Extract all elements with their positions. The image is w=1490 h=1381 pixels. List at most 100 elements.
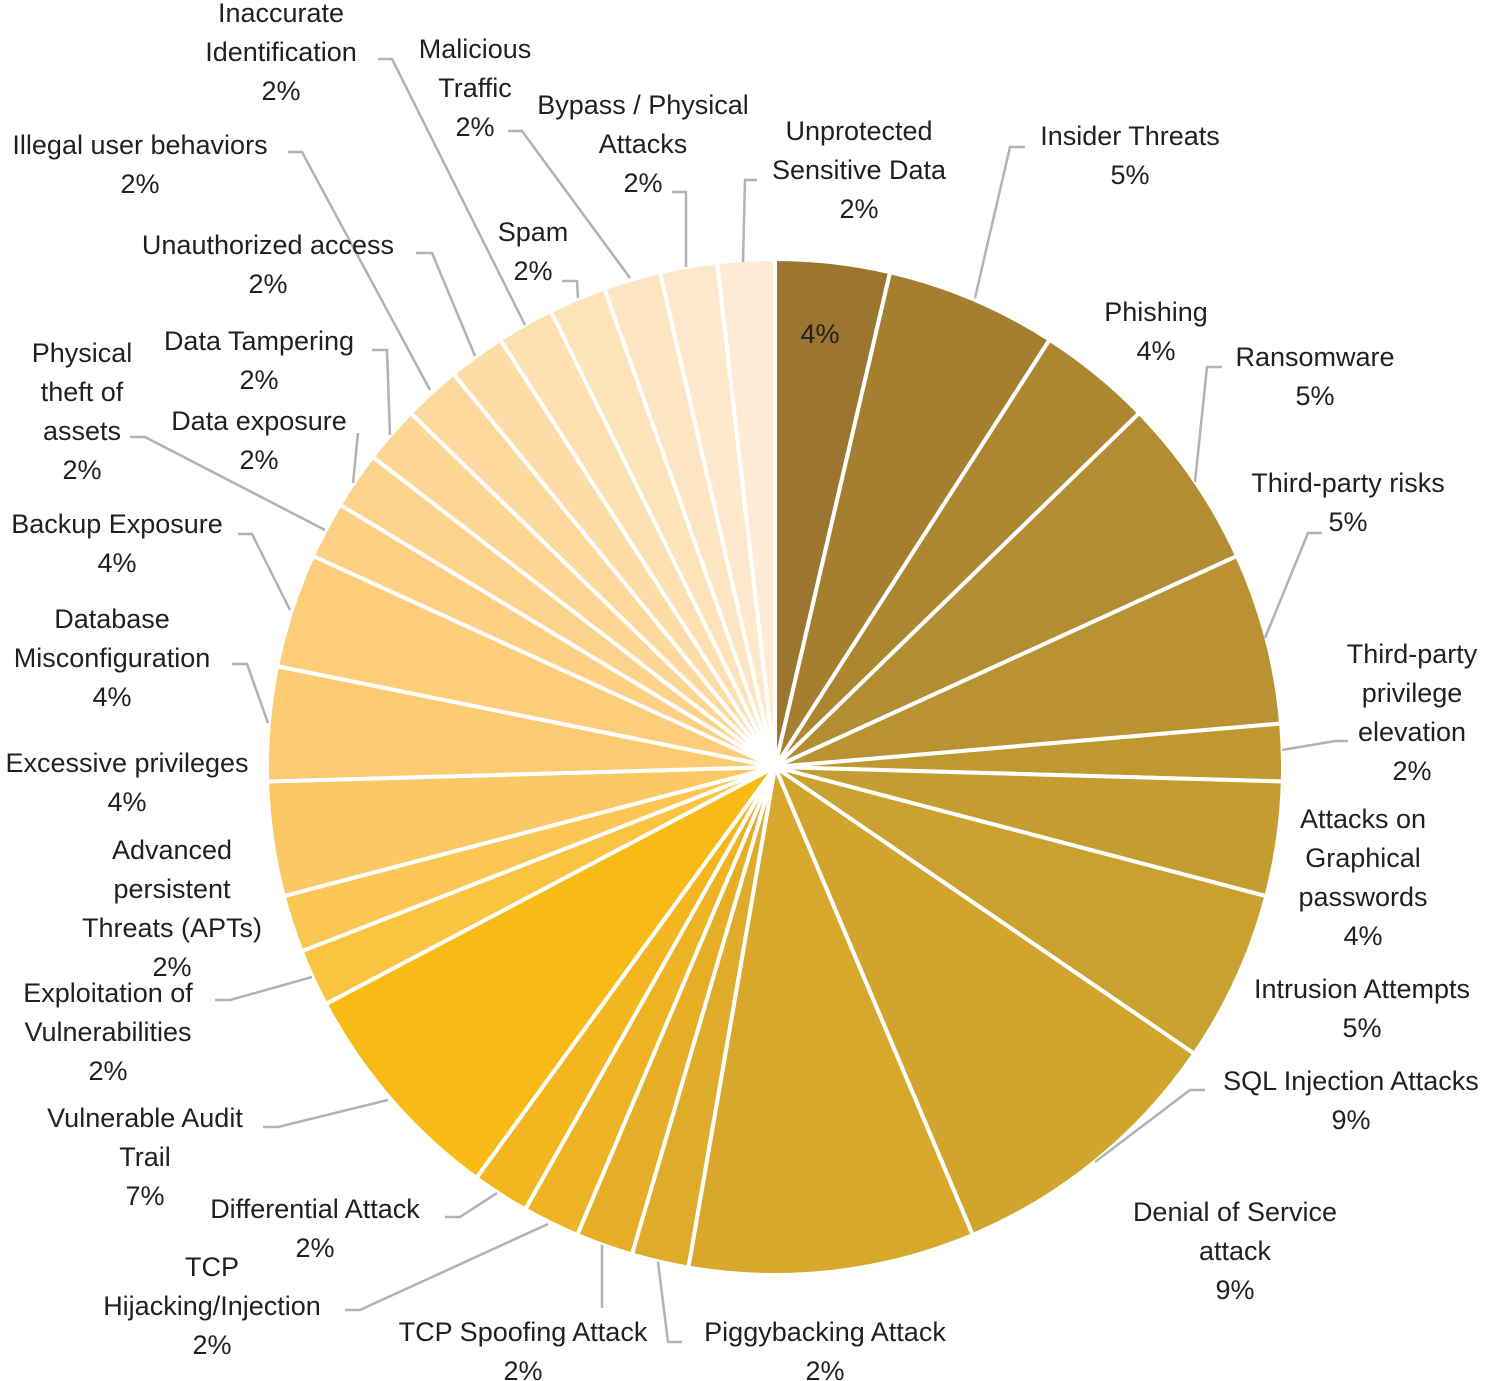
slice-value-label: 5% [1295, 381, 1334, 411]
slice-name-label: Vulnerabilities [24, 1017, 191, 1047]
slice-value-label: 5% [1328, 507, 1367, 537]
slice-value-label: 2% [192, 1330, 231, 1360]
slice-label: TCP Hijacking/Injection 2% [103, 1252, 321, 1360]
slice-label: Physical theft of assets 2% [32, 338, 133, 485]
slice-name-label: Excessive privileges [5, 748, 248, 778]
slice-value-label: 4% [800, 319, 839, 349]
slice-name-label: Database [54, 604, 170, 634]
slice-label: Exploitation of Vulnerabilities 2% [23, 978, 193, 1086]
slice-name-label: Data Tampering [164, 326, 354, 356]
slice-name-label: Denial of Service [1133, 1197, 1337, 1227]
slice-label: Data exposure 2% [171, 406, 347, 475]
slice-name-label: Misconfiguration [14, 643, 211, 673]
slice-value-label: 2% [239, 445, 278, 475]
slice-label: Database Misconfiguration 4% [14, 604, 211, 712]
slice-name-label: Traffic [438, 73, 512, 103]
slice-name-label: Data exposure [171, 406, 347, 436]
slice-name-label: Identification [205, 37, 357, 67]
leader-line [232, 662, 270, 724]
slice-label: SQL Injection Attacks 9% [1223, 1066, 1479, 1135]
leader-line [351, 432, 360, 484]
slice-name-label: Illegal user behaviors [12, 130, 267, 160]
slice-name-label: Third-party risks [1251, 468, 1445, 498]
leader-line [1281, 739, 1348, 752]
slice-name-label: Unauthorized access [142, 230, 394, 260]
slice-labels: 4% Insider Threats 5% Phishing 4% Ransomware 5… [5, 0, 1478, 1381]
slice-value-label: 9% [1215, 1275, 1254, 1305]
leader-line [741, 178, 757, 263]
leader-line [672, 190, 688, 267]
leader-line [263, 1098, 389, 1129]
slice-value-label: 2% [62, 455, 101, 485]
slice-name-label: privilege [1362, 678, 1463, 708]
slice-label: Advanced persistent Threats (APTs) 2% [82, 835, 262, 982]
slice-label: Piggybacking Attack 2% [704, 1317, 946, 1381]
slice-name-label: Sensitive Data [772, 155, 947, 185]
leader-line [288, 150, 432, 391]
slice-value-label: 2% [248, 269, 287, 299]
slice-label: Differential Attack 2% [210, 1194, 420, 1263]
leader-line [445, 1191, 498, 1219]
leader-line [130, 435, 326, 532]
slice-name-label: Bypass / Physical [537, 90, 749, 120]
slice-name-label: persistent [113, 874, 231, 904]
pie-slice [323, 765, 777, 1180]
slice-value-label: 9% [1331, 1105, 1370, 1135]
slice-label: Unauthorized access 2% [142, 230, 394, 299]
slice-label: Denial of Service attack 9% [1133, 1197, 1337, 1305]
slice-value-label: 2% [513, 256, 552, 286]
slice-name-label: Inaccurate [218, 0, 344, 28]
slice-value-label: 2% [261, 76, 300, 106]
slice-value-label: 2% [1392, 756, 1431, 786]
leader-line [238, 532, 292, 611]
slice-label: Third-party risks 5% [1251, 468, 1445, 537]
slice-value-label: 4% [97, 548, 136, 578]
slice-label: Malicious Traffic 2% [419, 34, 532, 142]
slice-name-label: Backup Exposure [11, 509, 223, 539]
slice-value-label: 2% [152, 952, 191, 982]
leader-line [1094, 1088, 1205, 1163]
slice-label: Insider Threats 5% [1040, 121, 1220, 190]
slice-label: TCP Spoofing Attack 2% [399, 1317, 648, 1381]
slice-label: Data Tampering 2% [164, 326, 354, 395]
slice-name-label: Third-party [1347, 639, 1478, 669]
slice-name-label: attack [1199, 1236, 1272, 1266]
slice-name-label: SQL Injection Attacks [1223, 1066, 1479, 1096]
slice-name-label: Physical [32, 338, 133, 368]
leader-line [416, 251, 477, 357]
leader-line [1263, 531, 1322, 639]
slice-value-label: 4% [1343, 921, 1382, 951]
slice-label: Intrusion Attempts 5% [1254, 974, 1470, 1043]
slice-label: Backup Exposure 4% [11, 509, 223, 578]
slice-label: Illegal user behaviors 2% [12, 130, 267, 199]
slice-name-label: Attacks on [1300, 804, 1426, 834]
leader-line [973, 145, 1025, 299]
leader-line [1193, 365, 1222, 483]
slice-label: Inaccurate Identification 2% [205, 0, 357, 106]
slice-label: Excessive privileges 4% [5, 748, 248, 817]
pie-slice [773, 765, 1269, 1056]
slice-value-label: 2% [839, 194, 878, 224]
slice-label: Unprotected Sensitive Data 2% [772, 116, 947, 224]
slice-label: Vulnerable Audit Trail 7% [47, 1103, 243, 1211]
slice-label: Attacks on Graphical passwords 4% [1298, 804, 1427, 951]
pie-slice [773, 270, 1052, 769]
leader-line [345, 1222, 549, 1312]
leader-line [508, 129, 632, 279]
slice-label: Phishing 4% [1104, 297, 1208, 366]
slice-name-label: Graphical [1305, 843, 1421, 873]
slice-name-label: TCP [185, 1252, 239, 1282]
pie-slices [265, 257, 1285, 1277]
slice-name-label: theft of [41, 377, 124, 407]
slice-value-label: 2% [120, 169, 159, 199]
slice-label: 4% [800, 319, 839, 349]
slice-name-label: Intrusion Attempts [1254, 974, 1470, 1004]
slice-name-label: passwords [1298, 882, 1427, 912]
slice-value-label: 4% [1136, 336, 1175, 366]
slice-name-label: Attacks [599, 129, 688, 159]
slice-name-label: TCP Spoofing Attack [399, 1317, 648, 1347]
slice-value-label: 2% [239, 365, 278, 395]
slice-name-label: Differential Attack [210, 1194, 420, 1224]
slice-name-label: Vulnerable Audit [47, 1103, 243, 1133]
slice-name-label: Insider Threats [1040, 121, 1220, 151]
